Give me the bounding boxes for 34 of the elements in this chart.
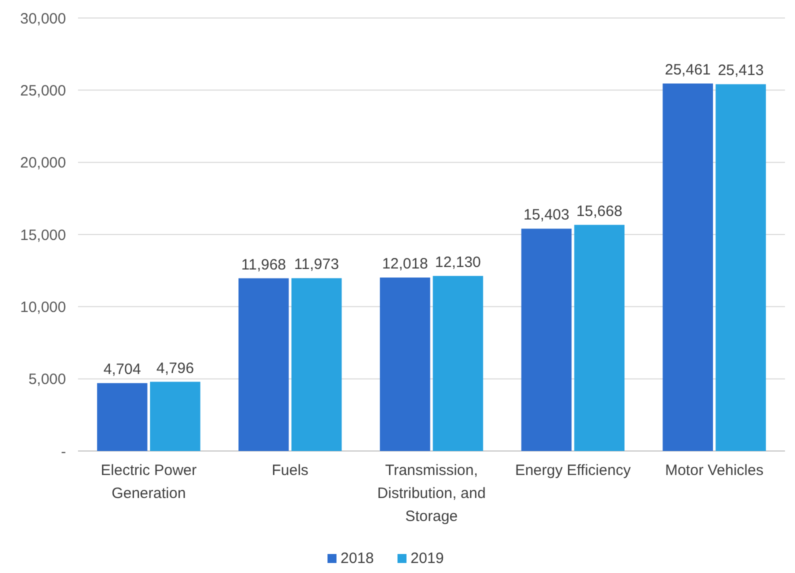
y-tick-label: 15,000 bbox=[20, 226, 66, 244]
data-label: 12,130 bbox=[435, 254, 481, 271]
data-label: 12,018 bbox=[382, 256, 428, 273]
legend-label: 2018 bbox=[340, 550, 374, 567]
y-tick-label: 20,000 bbox=[20, 154, 66, 172]
y-tick-label: 25,000 bbox=[20, 82, 66, 100]
data-label: 25,461 bbox=[664, 62, 711, 79]
legend-label: 2019 bbox=[410, 550, 444, 567]
bar bbox=[380, 278, 430, 451]
bar bbox=[291, 278, 342, 451]
bar bbox=[716, 84, 766, 451]
x-tick-label: Fuels bbox=[272, 462, 308, 479]
x-tick-label: Transmission, Distribution, and Storage bbox=[377, 462, 486, 525]
data-label: 4,796 bbox=[156, 360, 194, 377]
y-tick-label: - bbox=[61, 443, 66, 460]
x-tick-label: Motor Vehicles bbox=[665, 462, 764, 479]
data-label: 25,413 bbox=[718, 62, 764, 80]
bar bbox=[574, 224, 625, 451]
bar bbox=[662, 84, 713, 451]
bar bbox=[150, 382, 200, 451]
data-label: 15,668 bbox=[576, 202, 622, 220]
x-tick-label: Electric Power Generation bbox=[100, 462, 197, 502]
bar bbox=[97, 383, 148, 451]
y-tick-label: 30,000 bbox=[20, 10, 66, 28]
data-label: 11,968 bbox=[241, 256, 286, 274]
bar bbox=[432, 276, 484, 451]
data-label: 4,704 bbox=[103, 361, 142, 378]
x-tick-label: Energy Efficiency bbox=[515, 462, 632, 479]
bar bbox=[238, 278, 289, 451]
y-tick-label: 5,000 bbox=[28, 371, 66, 388]
data-label: 11,973 bbox=[294, 256, 339, 274]
y-tick-label: 10,000 bbox=[20, 298, 66, 316]
data-label: 15,403 bbox=[523, 206, 570, 224]
bar bbox=[521, 228, 572, 451]
